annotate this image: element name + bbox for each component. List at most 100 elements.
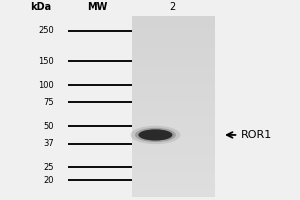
Bar xyxy=(132,116,215,118)
Text: kDa: kDa xyxy=(31,2,52,12)
Bar xyxy=(132,184,215,186)
Bar xyxy=(132,145,215,147)
Bar xyxy=(132,77,215,80)
Bar xyxy=(132,114,215,116)
Bar xyxy=(132,118,215,120)
Bar xyxy=(132,141,215,143)
Bar xyxy=(132,91,215,93)
Bar xyxy=(132,23,215,25)
Bar xyxy=(132,132,215,134)
Bar xyxy=(132,57,215,59)
Text: 100: 100 xyxy=(39,81,54,90)
Bar xyxy=(132,104,215,107)
Bar xyxy=(132,21,215,23)
Bar xyxy=(132,95,215,98)
Bar xyxy=(132,52,215,55)
Bar xyxy=(132,46,215,48)
Bar xyxy=(132,100,215,102)
Bar xyxy=(132,66,215,68)
Bar xyxy=(132,161,215,163)
Bar xyxy=(132,39,215,41)
Bar xyxy=(68,166,132,168)
Bar xyxy=(132,188,215,190)
Bar xyxy=(68,143,132,145)
Text: MW: MW xyxy=(87,2,107,12)
Bar xyxy=(132,179,215,181)
Bar xyxy=(68,125,132,127)
Bar xyxy=(68,30,132,32)
Bar xyxy=(132,98,215,100)
Bar xyxy=(132,19,215,21)
Bar xyxy=(132,80,215,82)
Text: 25: 25 xyxy=(44,163,54,172)
Bar xyxy=(132,48,215,50)
Bar xyxy=(132,168,215,170)
Bar xyxy=(132,150,215,152)
Bar xyxy=(132,50,215,52)
Bar xyxy=(132,55,215,57)
Text: 75: 75 xyxy=(44,98,54,107)
Bar xyxy=(132,43,215,46)
Bar xyxy=(132,152,215,154)
Bar xyxy=(132,37,215,39)
Bar xyxy=(132,190,215,193)
Text: 50: 50 xyxy=(44,122,54,131)
Bar xyxy=(132,181,215,184)
Bar xyxy=(132,186,215,188)
Bar xyxy=(132,175,215,177)
Bar xyxy=(132,32,215,34)
Text: 150: 150 xyxy=(39,57,54,66)
Bar xyxy=(132,129,215,132)
Bar xyxy=(132,157,215,159)
Bar xyxy=(132,61,215,64)
Bar xyxy=(132,41,215,43)
Text: 250: 250 xyxy=(39,26,54,35)
Bar xyxy=(132,170,215,172)
Text: 37: 37 xyxy=(44,139,54,148)
Bar xyxy=(132,64,215,66)
Bar xyxy=(132,147,215,150)
Bar xyxy=(132,71,215,73)
Bar xyxy=(132,73,215,75)
Bar xyxy=(132,193,215,195)
Ellipse shape xyxy=(135,128,176,142)
Bar xyxy=(132,107,215,109)
Text: 2: 2 xyxy=(169,2,175,12)
Bar xyxy=(132,166,215,168)
Bar xyxy=(132,134,215,136)
Bar xyxy=(132,123,215,125)
Bar xyxy=(132,143,215,145)
Bar xyxy=(68,84,132,86)
Bar xyxy=(132,28,215,30)
Bar xyxy=(132,34,215,37)
Bar xyxy=(132,111,215,114)
Bar xyxy=(68,179,132,181)
Bar xyxy=(132,30,215,32)
Bar xyxy=(132,59,215,61)
Bar xyxy=(132,86,215,89)
Text: 20: 20 xyxy=(44,176,54,185)
Bar xyxy=(68,60,132,62)
Text: ROR1: ROR1 xyxy=(241,130,272,140)
Bar xyxy=(132,82,215,84)
Bar xyxy=(132,163,215,166)
Bar xyxy=(132,125,215,127)
Bar xyxy=(132,127,215,129)
Bar xyxy=(132,136,215,138)
Bar xyxy=(132,75,215,77)
Ellipse shape xyxy=(130,126,180,144)
Bar xyxy=(132,195,215,197)
Bar xyxy=(68,101,132,103)
Bar xyxy=(132,154,215,157)
Bar xyxy=(132,172,215,175)
Bar xyxy=(132,159,215,161)
Bar xyxy=(132,89,215,91)
Bar xyxy=(132,109,215,111)
Ellipse shape xyxy=(138,129,172,141)
Bar xyxy=(132,138,215,141)
Bar xyxy=(132,93,215,95)
Bar xyxy=(132,84,215,86)
Bar xyxy=(132,102,215,104)
Bar xyxy=(132,120,215,123)
Bar xyxy=(132,177,215,179)
